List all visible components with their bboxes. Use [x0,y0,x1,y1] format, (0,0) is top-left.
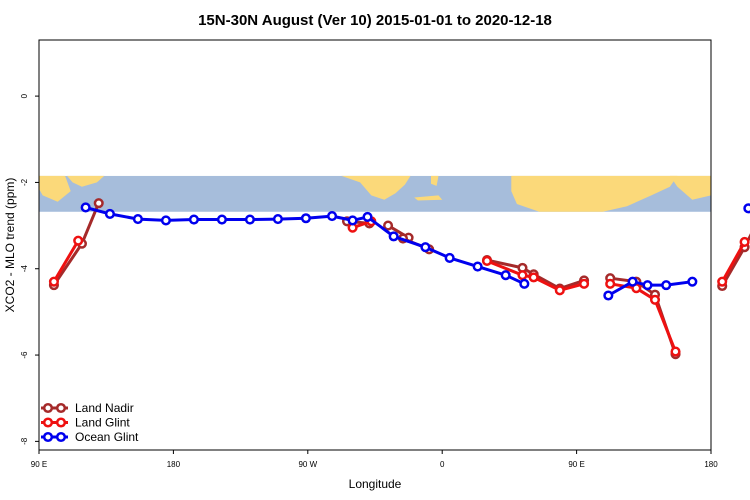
data-point [649,294,661,305]
data-point [687,276,698,287]
series-line [609,282,677,353]
x-tick-label: 180 [704,460,718,469]
plot-frame [38,39,712,451]
x-tick-label: 180 [167,460,181,469]
data-point [48,276,59,287]
data-point [93,198,104,209]
data-point [661,280,672,291]
land-florida [431,175,439,186]
data-point [627,276,638,287]
data-point [717,276,728,287]
data-point [519,278,530,289]
series-layer [48,198,750,360]
y-tick-label: -4 [20,265,29,273]
data-point [605,278,616,289]
y-tick-label: -2 [20,178,29,186]
data-point [216,214,227,225]
world-map-band [39,175,711,212]
data-point [73,235,84,246]
data-point [104,208,115,219]
land-north-america [341,175,411,200]
data-point [132,214,143,225]
chart-title: 15N-30N August (Ver 10) 2015-01-01 to 20… [198,12,552,29]
data-point [579,278,590,289]
data-point [500,270,511,281]
data-point [347,215,358,226]
data-point [517,270,528,281]
data-point [383,220,394,231]
data-point [739,236,750,248]
data-point [327,211,338,222]
y-axis-label: XCO2 - MLO trend (ppm) [3,178,17,313]
legend-label: Land Glint [75,416,130,430]
y-axis: 0 -2 -4 -6 -8 [20,93,39,445]
legend-item: Land Nadir [41,401,134,415]
series-line [720,241,746,283]
legend-swatch-marker [42,402,54,414]
y-tick-label: -8 [20,437,29,445]
land-asia-west [39,175,71,202]
land-africa [511,175,678,212]
legend-swatch-marker [42,417,54,428]
land-asia-east [67,175,105,187]
series-land-nadir [48,198,750,360]
series-line [52,239,80,283]
data-point [528,272,539,283]
data-point [554,285,565,296]
y-tick-label: 0 [20,93,29,98]
data-point [481,255,493,267]
data-point [472,261,483,272]
x-axis-label: Longitude [349,477,402,491]
legend-item: Land Glint [41,416,130,430]
x-axis: 90 E 180 90 W 0 90 E 180 [31,450,718,469]
legend-swatch-marker [42,431,54,443]
legend-label: Ocean Glint [75,430,139,444]
land-cuba [414,195,443,201]
legend-item: Ocean Glint [41,430,139,444]
y-tick-label: -6 [20,351,29,359]
data-point [188,214,199,225]
x-tick-label: 0 [440,460,445,469]
data-point [80,202,91,213]
data-point [642,280,653,291]
legend-label: Land Nadir [75,401,134,415]
legend-swatch-marker [55,402,67,414]
data-point [420,242,431,253]
data-point [444,252,455,263]
legend-swatch-marker [55,417,67,428]
data-point [300,213,311,224]
data-point [388,231,399,242]
land-arabia [669,175,711,200]
x-tick-label: 90 E [31,460,47,469]
data-point [244,214,255,225]
data-point [670,346,681,357]
data-point [272,214,283,225]
data-point [362,211,373,222]
x-tick-label: 90 E [568,460,584,469]
x-tick-label: 90 W [298,460,317,469]
legend-swatch-marker [55,431,67,443]
series-ocean-glint [80,202,750,301]
data-point [160,215,171,226]
data-point [603,290,614,301]
data-point [743,203,750,214]
